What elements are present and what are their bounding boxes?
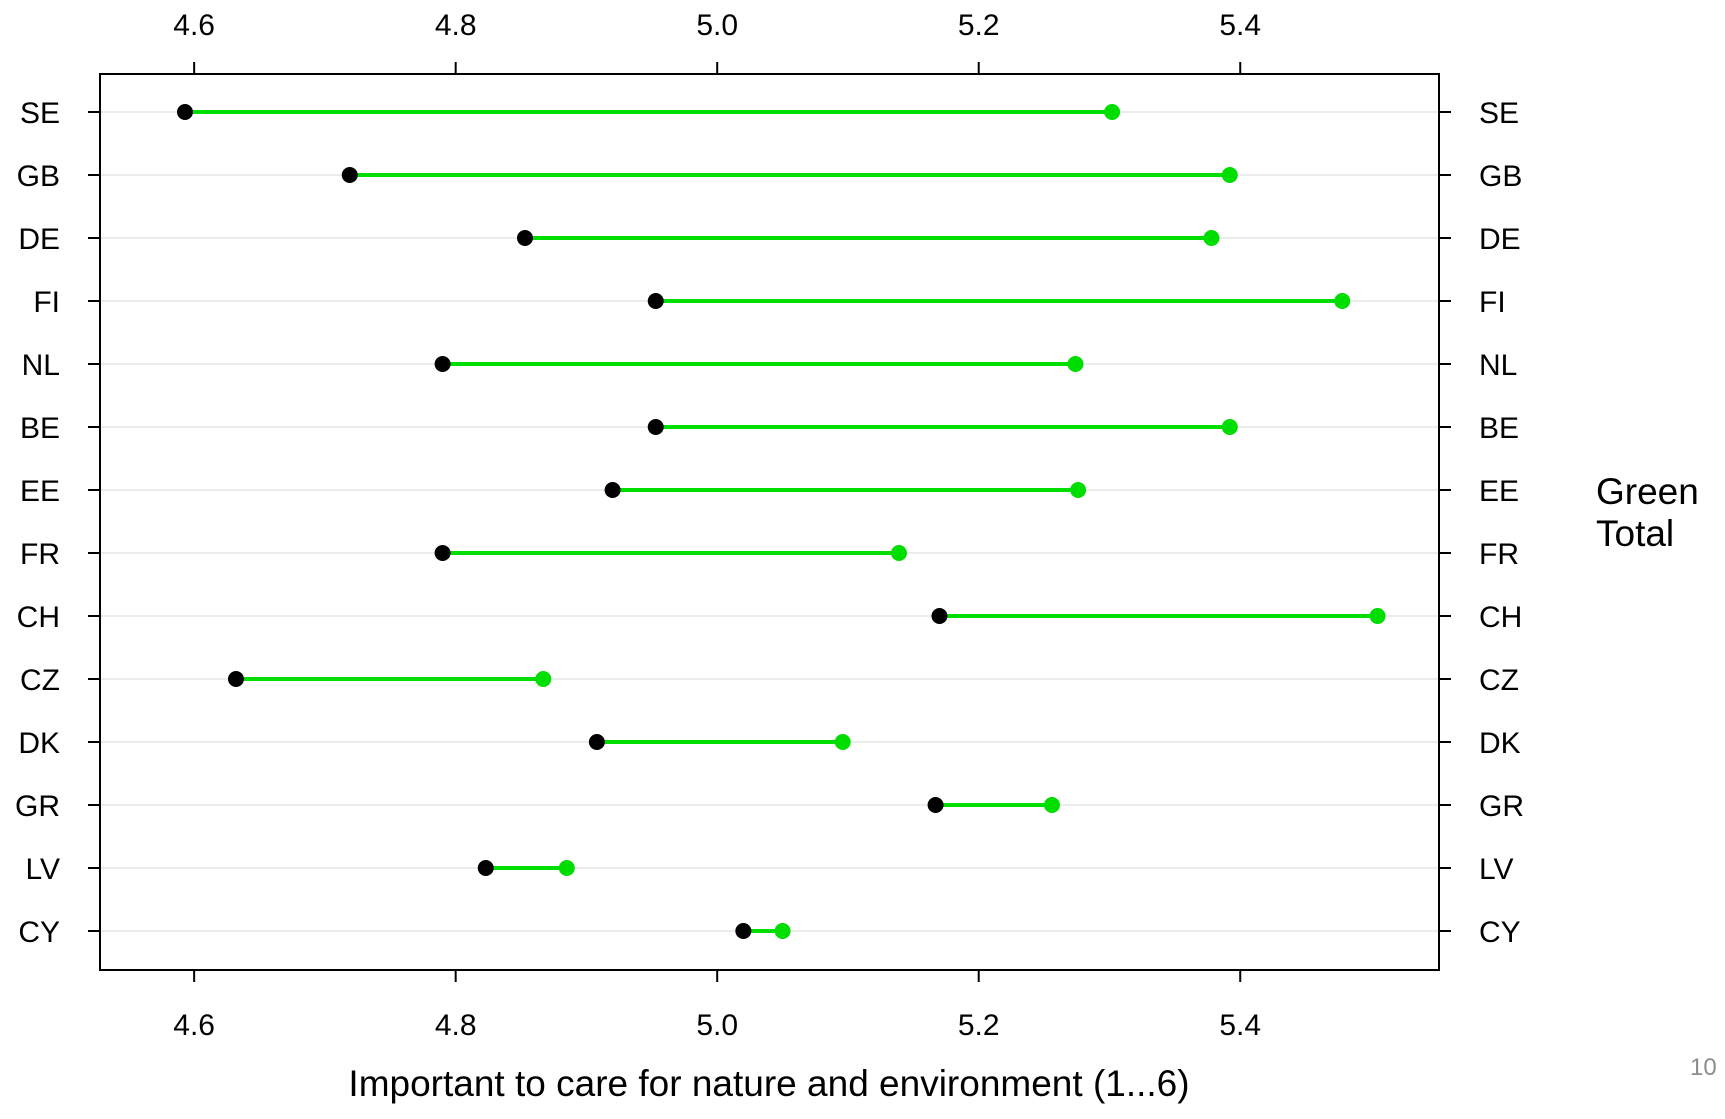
category-label-right-fr: FR [1479, 538, 1519, 571]
category-label-left-fi: FI [33, 286, 60, 319]
category-label-left-ch: CH [17, 601, 60, 634]
point-total-ee [604, 482, 621, 498]
category-label-left-fr: FR [20, 538, 60, 571]
x-tick-label-bottom-5-4: 5.4 [1219, 1009, 1261, 1042]
category-label-right-lv: LV [1479, 853, 1513, 886]
legend-entry-total: Total [1596, 513, 1674, 554]
point-total-ch [931, 608, 948, 624]
x-tick-label-bottom-4-8: 4.8 [435, 1009, 477, 1042]
category-label-right-nl: NL [1479, 349, 1517, 382]
category-label-left-se: SE [20, 97, 60, 130]
category-label-right-cz: CZ [1479, 664, 1519, 697]
point-total-fr [434, 545, 451, 561]
point-total-cy [735, 923, 752, 939]
plot-frame [99, 73, 1440, 971]
category-label-left-be: BE [20, 412, 60, 445]
category-label-left-dk: DK [18, 727, 60, 760]
point-total-de [516, 230, 533, 246]
point-green-fr [890, 545, 907, 561]
category-label-right-de: DE [1479, 223, 1521, 256]
legend-entry-green: Green [1596, 471, 1699, 512]
category-label-left-cy: CY [18, 916, 60, 949]
point-total-lv [477, 860, 494, 876]
point-total-gb [341, 167, 358, 183]
category-label-right-ch: CH [1479, 601, 1522, 634]
page-number: 10 [1690, 1054, 1717, 1081]
category-label-left-ee: EE [20, 475, 60, 508]
point-green-se [1104, 104, 1121, 120]
point-green-ee [1070, 482, 1087, 498]
point-total-cz [227, 671, 244, 687]
data-points [176, 104, 1386, 939]
category-label-left-gr: GR [15, 790, 60, 823]
point-green-be [1221, 419, 1238, 435]
category-label-left-gb: GB [17, 160, 60, 193]
point-total-be [647, 419, 664, 435]
point-green-gr [1043, 797, 1060, 813]
point-total-nl [434, 356, 451, 372]
category-label-right-gb: GB [1479, 160, 1522, 193]
point-green-nl [1067, 356, 1084, 372]
category-label-left-de: DE [18, 223, 60, 256]
point-green-dk [834, 734, 851, 750]
x-tick-label-top-5-2: 5.2 [958, 9, 1000, 42]
x-tick-label-bottom-5-2: 5.2 [958, 1009, 1000, 1042]
x-axis-label: Important to care for nature and environ… [348, 1063, 1189, 1104]
category-label-right-dk: DK [1479, 727, 1521, 760]
point-total-gr [927, 797, 944, 813]
category-label-left-nl: NL [22, 349, 60, 382]
range-segments [184, 110, 1378, 933]
point-green-gb [1221, 167, 1238, 183]
x-tick-label-top-5-0: 5.0 [696, 9, 738, 42]
x-axis-top: 4.6 4.8 5.0 5.2 5.4 [173, 9, 1261, 74]
x-axis-bottom: 4.6 4.8 5.0 5.2 5.4 [173, 970, 1261, 1042]
point-total-se [176, 104, 193, 120]
x-tick-label-bottom-4-6: 4.6 [173, 1009, 215, 1042]
point-green-cz [535, 671, 552, 687]
category-label-right-se: SE [1479, 97, 1519, 130]
category-label-left-cz: CZ [20, 664, 60, 697]
x-tick-label-bottom-5-0: 5.0 [696, 1009, 738, 1042]
gridlines [100, 111, 1439, 932]
category-label-right-gr: GR [1479, 790, 1524, 823]
point-green-ch [1369, 608, 1386, 624]
legend: Green Total [1596, 471, 1699, 554]
category-label-right-ee: EE [1479, 475, 1519, 508]
point-green-de [1203, 230, 1220, 246]
point-green-cy [774, 923, 791, 939]
x-tick-label-top-4-8: 4.8 [435, 9, 477, 42]
category-label-right-cy: CY [1479, 916, 1521, 949]
point-green-fi [1334, 293, 1351, 309]
x-tick-label-top-5-4: 5.4 [1219, 9, 1261, 42]
point-green-lv [558, 860, 575, 876]
category-label-left-lv: LV [26, 853, 60, 886]
point-total-dk [588, 734, 605, 750]
y-axis-left: SE GB DE FI NL BE EE FR CH CZ DK GR LV CY [15, 97, 100, 949]
point-total-fi [647, 293, 664, 309]
category-label-right-be: BE [1479, 412, 1519, 445]
y-axis-right: SE GB DE FI NL BE EE FR CH CZ DK GR LV CY [1439, 97, 1524, 949]
x-tick-label-top-4-6: 4.6 [173, 9, 215, 42]
category-label-right-fi: FI [1479, 286, 1506, 319]
